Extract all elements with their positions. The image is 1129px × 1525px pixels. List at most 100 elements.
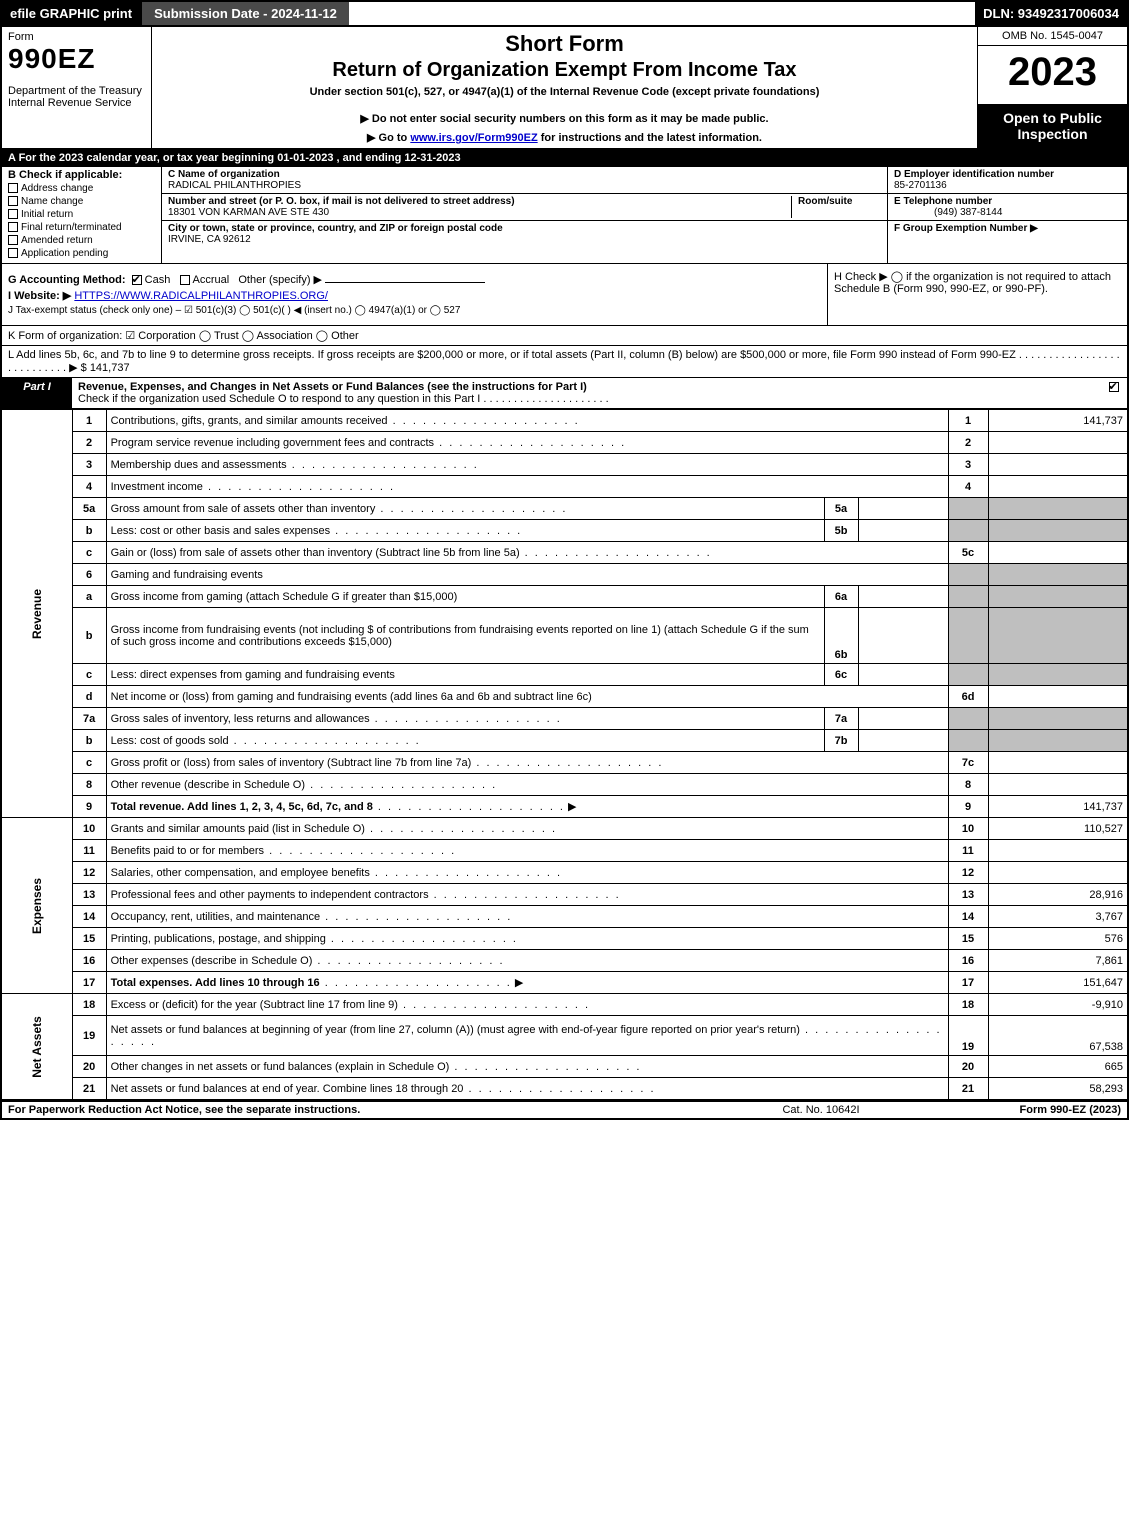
footer: For Paperwork Reduction Act Notice, see … [0,1100,1129,1120]
r6a-subamt [858,586,948,608]
r7c-ln: 7c [948,752,988,774]
chk-amended[interactable]: Amended return [8,235,155,246]
chk-final[interactable]: Final return/terminated [8,222,155,233]
r6d-desc: Net income or (loss) from gaming and fun… [106,686,948,708]
r8-amt [988,774,1128,796]
r9-desc: Total revenue. Add lines 1, 2, 3, 4, 5c,… [106,796,948,818]
line-k: K Form of organization: ☑ Corporation ◯ … [0,326,1129,346]
e12-ln: 12 [948,862,988,884]
r5c-num: c [72,542,106,564]
n19-amt: 67,538 [988,1016,1128,1056]
r6c-amt [988,664,1128,686]
r6a-sub: 6a [824,586,858,608]
n18-num: 18 [72,994,106,1016]
e11-num: 11 [72,840,106,862]
city-row: City or town, state or province, country… [162,221,887,247]
r7b-num: b [72,730,106,752]
r4-desc: Investment income [106,476,948,498]
department: Department of the Treasury Internal Reve… [8,85,145,109]
chk-initial[interactable]: Initial return [8,209,155,220]
e12-amt [988,862,1128,884]
r6c-subamt [858,664,948,686]
r6b-sub: 6b [824,608,858,664]
chk-name[interactable]: Name change [8,196,155,207]
col-c: C Name of organization RADICAL PHILANTHR… [162,167,887,263]
r3-ln: 3 [948,454,988,476]
n20-desc: Other changes in net assets or fund bala… [106,1056,948,1078]
spacer [349,2,975,25]
website-link[interactable]: HTTPS://WWW.RADICALPHILANTHROPIES.ORG/ [74,290,328,302]
n20-num: 20 [72,1056,106,1078]
open-inspection: Open to Public Inspection [978,104,1127,148]
chk-address[interactable]: Address change [8,183,155,194]
r6c-ln [948,664,988,686]
r5b-num: b [72,520,106,542]
e17-desc: Total expenses. Add lines 10 through 16 … [106,972,948,994]
r1-ln: 1 [948,410,988,432]
omb-number: OMB No. 1545-0047 [978,27,1127,46]
r7b-subamt [858,730,948,752]
header-right: OMB No. 1545-0047 2023 Open to Public In… [977,27,1127,148]
n19-num: 19 [72,1016,106,1056]
r7a-desc: Gross sales of inventory, less returns a… [106,708,824,730]
chk-pending[interactable]: Application pending [8,248,155,259]
n19-desc: Net assets or fund balances at beginning… [106,1016,948,1056]
r6-num: 6 [72,564,106,586]
r7c-desc: Gross profit or (loss) from sales of inv… [106,752,948,774]
e11-desc: Benefits paid to or for members [106,840,948,862]
r7a-subamt [858,708,948,730]
r6a-ln [948,586,988,608]
r7a-amt [988,708,1128,730]
e13-num: 13 [72,884,106,906]
n20-ln: 20 [948,1056,988,1078]
e14-desc: Occupancy, rent, utilities, and maintena… [106,906,948,928]
r6a-amt [988,586,1128,608]
e10-desc: Grants and similar amounts paid (list in… [106,818,948,840]
r5c-ln: 5c [948,542,988,564]
tel-value: (949) 387-8144 [894,207,1002,218]
e16-ln: 16 [948,950,988,972]
r5b-subamt [858,520,948,542]
r8-desc: Other revenue (describe in Schedule O) [106,774,948,796]
chk-cash[interactable] [132,275,142,285]
tel-box: E Telephone number (949) 387-8144 [888,194,1127,221]
netassets-side-label: Net Assets [1,994,72,1100]
form-word: Form [8,31,145,43]
gh-left: G Accounting Method: Cash Accrual Other … [2,264,827,325]
n19-ln: 19 [948,1016,988,1056]
bcdef-block: B Check if applicable: Address change Na… [0,167,1129,264]
r5b-ln [948,520,988,542]
e14-amt: 3,767 [988,906,1128,928]
r6b-ln [948,608,988,664]
r3-desc: Membership dues and assessments [106,454,948,476]
r2-num: 2 [72,432,106,454]
efile-label[interactable]: efile GRAPHIC print [2,2,140,25]
n20-amt: 665 [988,1056,1128,1078]
r6c-sub: 6c [824,664,858,686]
footer-cat: Cat. No. 10642I [721,1104,921,1116]
chk-accrual[interactable] [180,275,190,285]
group-box: F Group Exemption Number ▶ [888,221,1127,236]
e13-desc: Professional fees and other payments to … [106,884,948,906]
r5a-subamt [858,498,948,520]
e14-ln: 14 [948,906,988,928]
irs-link[interactable]: www.irs.gov/Form990EZ [410,132,537,144]
e14-num: 14 [72,906,106,928]
line-a: A For the 2023 calendar year, or tax yea… [0,150,1129,167]
r5a-num: 5a [72,498,106,520]
title-short-form: Short Form [162,31,967,57]
r5b-sub: 5b [824,520,858,542]
part1-checkbox[interactable] [1103,378,1127,408]
e15-desc: Printing, publications, postage, and shi… [106,928,948,950]
room-label: Room/suite [798,196,852,207]
r6c-num: c [72,664,106,686]
r9-ln: 9 [948,796,988,818]
r7c-amt [988,752,1128,774]
r7a-num: 7a [72,708,106,730]
e13-amt: 28,916 [988,884,1128,906]
r5c-amt [988,542,1128,564]
form-header: Form 990EZ Department of the Treasury In… [0,27,1129,150]
dln-label: DLN: 93492317006034 [975,2,1127,25]
e12-desc: Salaries, other compensation, and employ… [106,862,948,884]
line-g: G Accounting Method: Cash Accrual Other … [8,273,821,286]
